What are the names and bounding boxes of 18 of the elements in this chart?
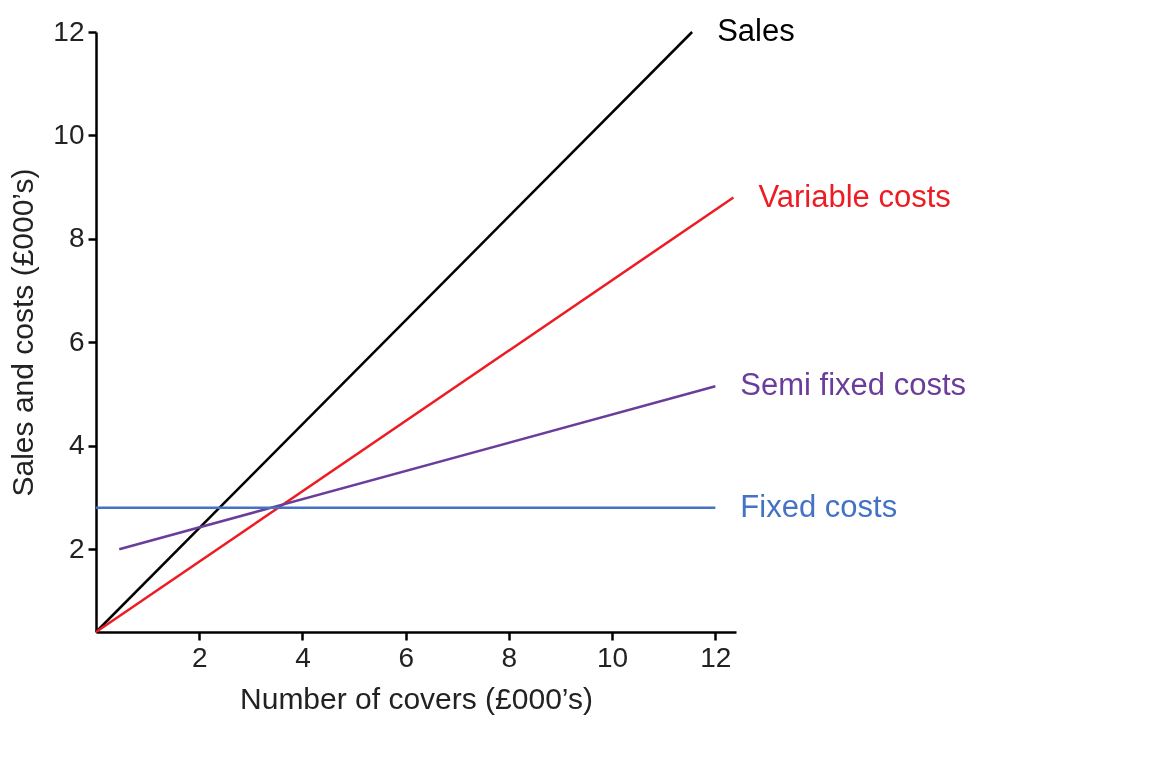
x-tick-label: 8: [501, 641, 518, 673]
series-label: Fixed costs: [740, 488, 898, 524]
x-tick-label: 4: [295, 641, 311, 673]
y-tick-label: 12: [53, 15, 85, 47]
x-tick-label: 12: [700, 641, 732, 673]
series-label: Variable costs: [758, 178, 951, 214]
series-label: Sales: [717, 13, 795, 48]
x-tick-label: 10: [597, 641, 629, 673]
y-tick-label: 4: [68, 429, 85, 461]
x-tick-label: 2: [191, 641, 208, 673]
y-tick-label: 10: [53, 118, 85, 150]
y-tick-label: 6: [68, 325, 85, 357]
y-axis-title: Sales and costs (£000’s): [6, 168, 40, 497]
series-label: Semi fixed costs: [740, 367, 967, 403]
y-tick-label: 8: [68, 222, 85, 254]
y-tick-label: 2: [68, 532, 85, 564]
x-axis-title: Number of covers (£000’s): [240, 681, 593, 715]
x-tick-label: 6: [398, 641, 414, 673]
